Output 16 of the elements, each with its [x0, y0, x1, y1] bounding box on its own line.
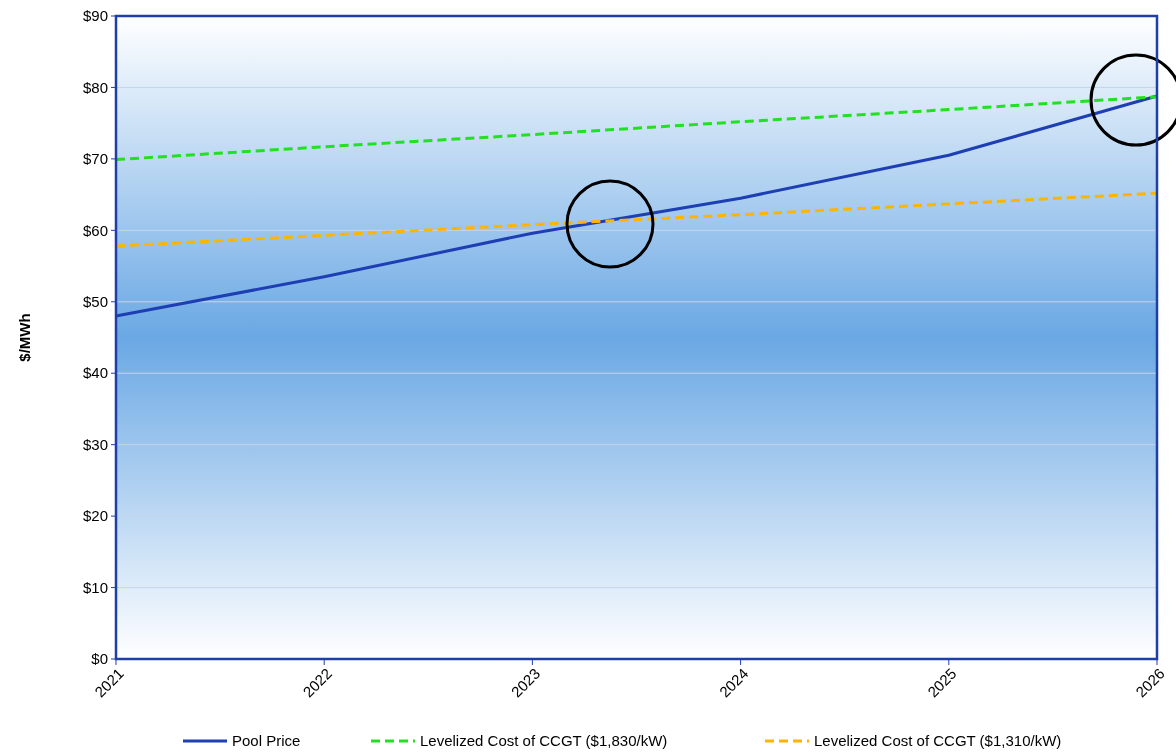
y-axis-title: $/MWh — [16, 313, 33, 362]
y-tick-label: $80 — [82, 78, 108, 96]
line-series — [114, 95, 1159, 162]
legend-label: Levelized Cost of CCGT ($1,310/kW) — [814, 732, 1062, 750]
y-tick-label: $50 — [82, 293, 108, 311]
y-tick-label: $70 — [82, 150, 108, 168]
y-tick-label: $30 — [82, 435, 108, 453]
y-tick-label: $20 — [82, 507, 108, 525]
y-tick-label: $10 — [82, 578, 108, 596]
line-series — [114, 191, 1159, 248]
legend-label: Pool Price — [232, 732, 301, 750]
y-tick-label: $60 — [82, 221, 108, 239]
y-tick-label: $0 — [91, 650, 108, 668]
legend-label: Levelized Cost of CCGT ($1,830/kW) — [420, 732, 668, 750]
y-tick-label: $40 — [82, 364, 108, 382]
y-tick-label: $90 — [82, 7, 108, 25]
